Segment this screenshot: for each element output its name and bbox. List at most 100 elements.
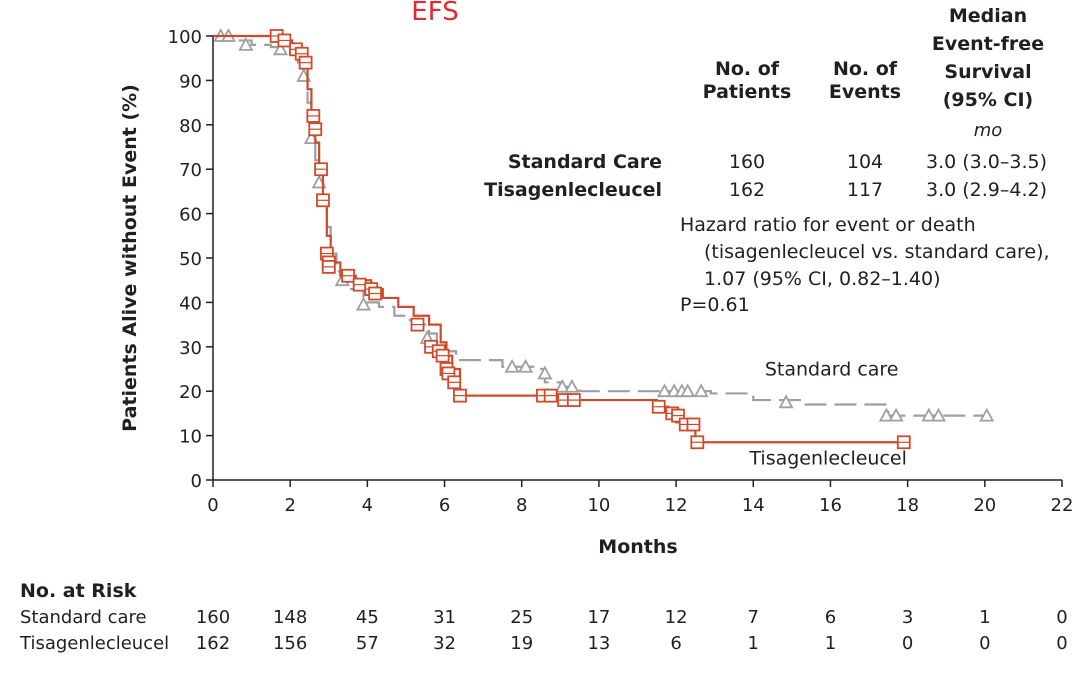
x-tick-label: 2: [284, 495, 295, 516]
header-events-line2: Events: [828, 81, 902, 103]
risk-value: 1: [747, 633, 759, 654]
y-tick-label: 100: [168, 27, 202, 48]
x-tick-label: 16: [819, 495, 842, 516]
censor-marker: [238, 37, 254, 51]
hazard-line1: Hazard ratio for event or death: [680, 214, 976, 236]
censor-marker: [778, 394, 794, 409]
risk-value: 25: [510, 607, 534, 628]
y-tick-label: 40: [179, 293, 202, 314]
risk-value: 12: [664, 607, 688, 628]
x-tick-label: 8: [516, 495, 527, 516]
y-tick-label: 20: [179, 382, 202, 403]
chart-title: EFS: [411, 0, 459, 27]
axes: 0 10 20 30 40 50 60 70 80 90 100 0 2 4 6 8 10 12 14 16 18 20 2…: [168, 27, 1074, 516]
header-patients-line1: No. of: [714, 58, 780, 80]
risk-value: 160: [195, 607, 231, 628]
censor-marker: [504, 358, 520, 373]
x-tick-label: 22: [1051, 495, 1074, 516]
x-axis-label: Months: [598, 536, 677, 558]
risk-value: 6: [670, 633, 682, 654]
row-median-tisa: 3.0 (2.9–4.2): [925, 179, 1047, 201]
risk-value: 45: [355, 607, 379, 628]
header-median: Median Event-free Survival (95% CI): [928, 2, 1048, 114]
risk-value: 7: [747, 607, 759, 628]
x-tick-label: 12: [665, 495, 688, 516]
row-median-standard: 3.0 (3.0–3.5): [925, 151, 1047, 173]
censor-marker: [554, 378, 570, 393]
risk-value: 57: [355, 633, 379, 654]
censor-marker: [930, 407, 947, 422]
risk-value: 1: [824, 633, 837, 654]
header-median-line2: Event-free: [931, 33, 1045, 55]
risk-label-tisa: Tisagenlecleucel: [20, 633, 170, 654]
risk-value: 156: [272, 633, 308, 654]
risk-value: 13: [587, 633, 611, 654]
y-tick-label: 30: [179, 338, 202, 359]
hazard-line2: (tisagenlecleucel vs. standard care),: [704, 241, 1050, 263]
y-tick-label: 50: [179, 249, 202, 270]
curve-annotation: Standard care: [765, 359, 899, 381]
series-layer: Standard care Tisagenlecleucel: [213, 28, 995, 469]
censor-marker: [537, 365, 553, 380]
row-patients-standard: 160: [728, 151, 766, 173]
y-tick-label: 10: [179, 427, 202, 448]
p-value: P=0.61: [680, 294, 750, 316]
censor-marker: [878, 407, 894, 422]
x-tick-label: 18: [896, 495, 919, 516]
risk-value: 0: [979, 633, 991, 654]
row-label-standard: Standard Care: [507, 151, 662, 173]
header-events-line1: No. of: [832, 58, 898, 80]
x-tick-label: 6: [439, 495, 450, 516]
risk-value: 3: [901, 607, 914, 628]
risk-value: 0: [1056, 633, 1068, 654]
median-unit: mo: [973, 120, 1003, 141]
header-median-line1: Median: [948, 5, 1028, 27]
risk-value: 17: [587, 607, 611, 628]
risk-table-title: No. at Risk: [20, 580, 137, 602]
censor-marker: [693, 383, 709, 398]
risk-value: 19: [510, 633, 534, 654]
censor-marker: [656, 383, 673, 398]
row-events-standard: 104: [846, 151, 884, 173]
row-events-tisa: 117: [846, 179, 884, 201]
y-tick-label: 0: [191, 471, 202, 492]
y-axis-label: Patients Alive without Event (%): [119, 84, 141, 432]
x-tick-label: 14: [742, 495, 765, 516]
header-patients-line2: Patients: [702, 81, 792, 103]
x-tick-label: 10: [587, 495, 610, 516]
header-median-line4: (95% CI): [942, 89, 1034, 111]
risk-value: 148: [272, 607, 308, 628]
risk-value: 1: [979, 607, 991, 628]
y-tick-label: 60: [179, 205, 202, 226]
censor-marker: [888, 407, 904, 422]
risk-value: 162: [195, 633, 231, 654]
series-tisagenlecleucel: [213, 29, 911, 450]
header-median-line3: Survival: [944, 61, 1032, 83]
censor-marker: [921, 407, 937, 422]
censor-marker: [979, 407, 995, 422]
censor-marker: [518, 358, 534, 373]
risk-value: 0: [1056, 607, 1068, 628]
risk-value: 0: [901, 633, 914, 654]
risk-label-standard: Standard care: [20, 607, 147, 628]
header-patients: No. of Patients: [697, 58, 797, 104]
y-tick-label: 90: [179, 71, 202, 92]
hazard-line3: 1.07 (95% CI, 0.82–1.40): [704, 268, 941, 290]
censor-marker: [355, 296, 372, 311]
y-tick-label: 70: [179, 160, 202, 181]
risk-value: 6: [824, 607, 837, 628]
y-tick-label: 80: [179, 116, 202, 137]
censor-marker: [564, 378, 580, 393]
x-tick-label: 4: [362, 495, 373, 516]
row-label-tisa: Tisagenlecleucel: [484, 179, 662, 201]
risk-value: 31: [433, 607, 456, 628]
censor-marker: [680, 383, 696, 398]
x-tick-label: 20: [973, 495, 996, 516]
risk-value: 32: [433, 633, 456, 654]
header-events: No. of Events: [815, 58, 915, 104]
censor-marker: [273, 41, 289, 56]
curve-annotation: Tisagenlecleucel: [748, 447, 906, 469]
row-patients-tisa: 162: [728, 179, 766, 201]
x-tick-label: 0: [207, 495, 218, 516]
